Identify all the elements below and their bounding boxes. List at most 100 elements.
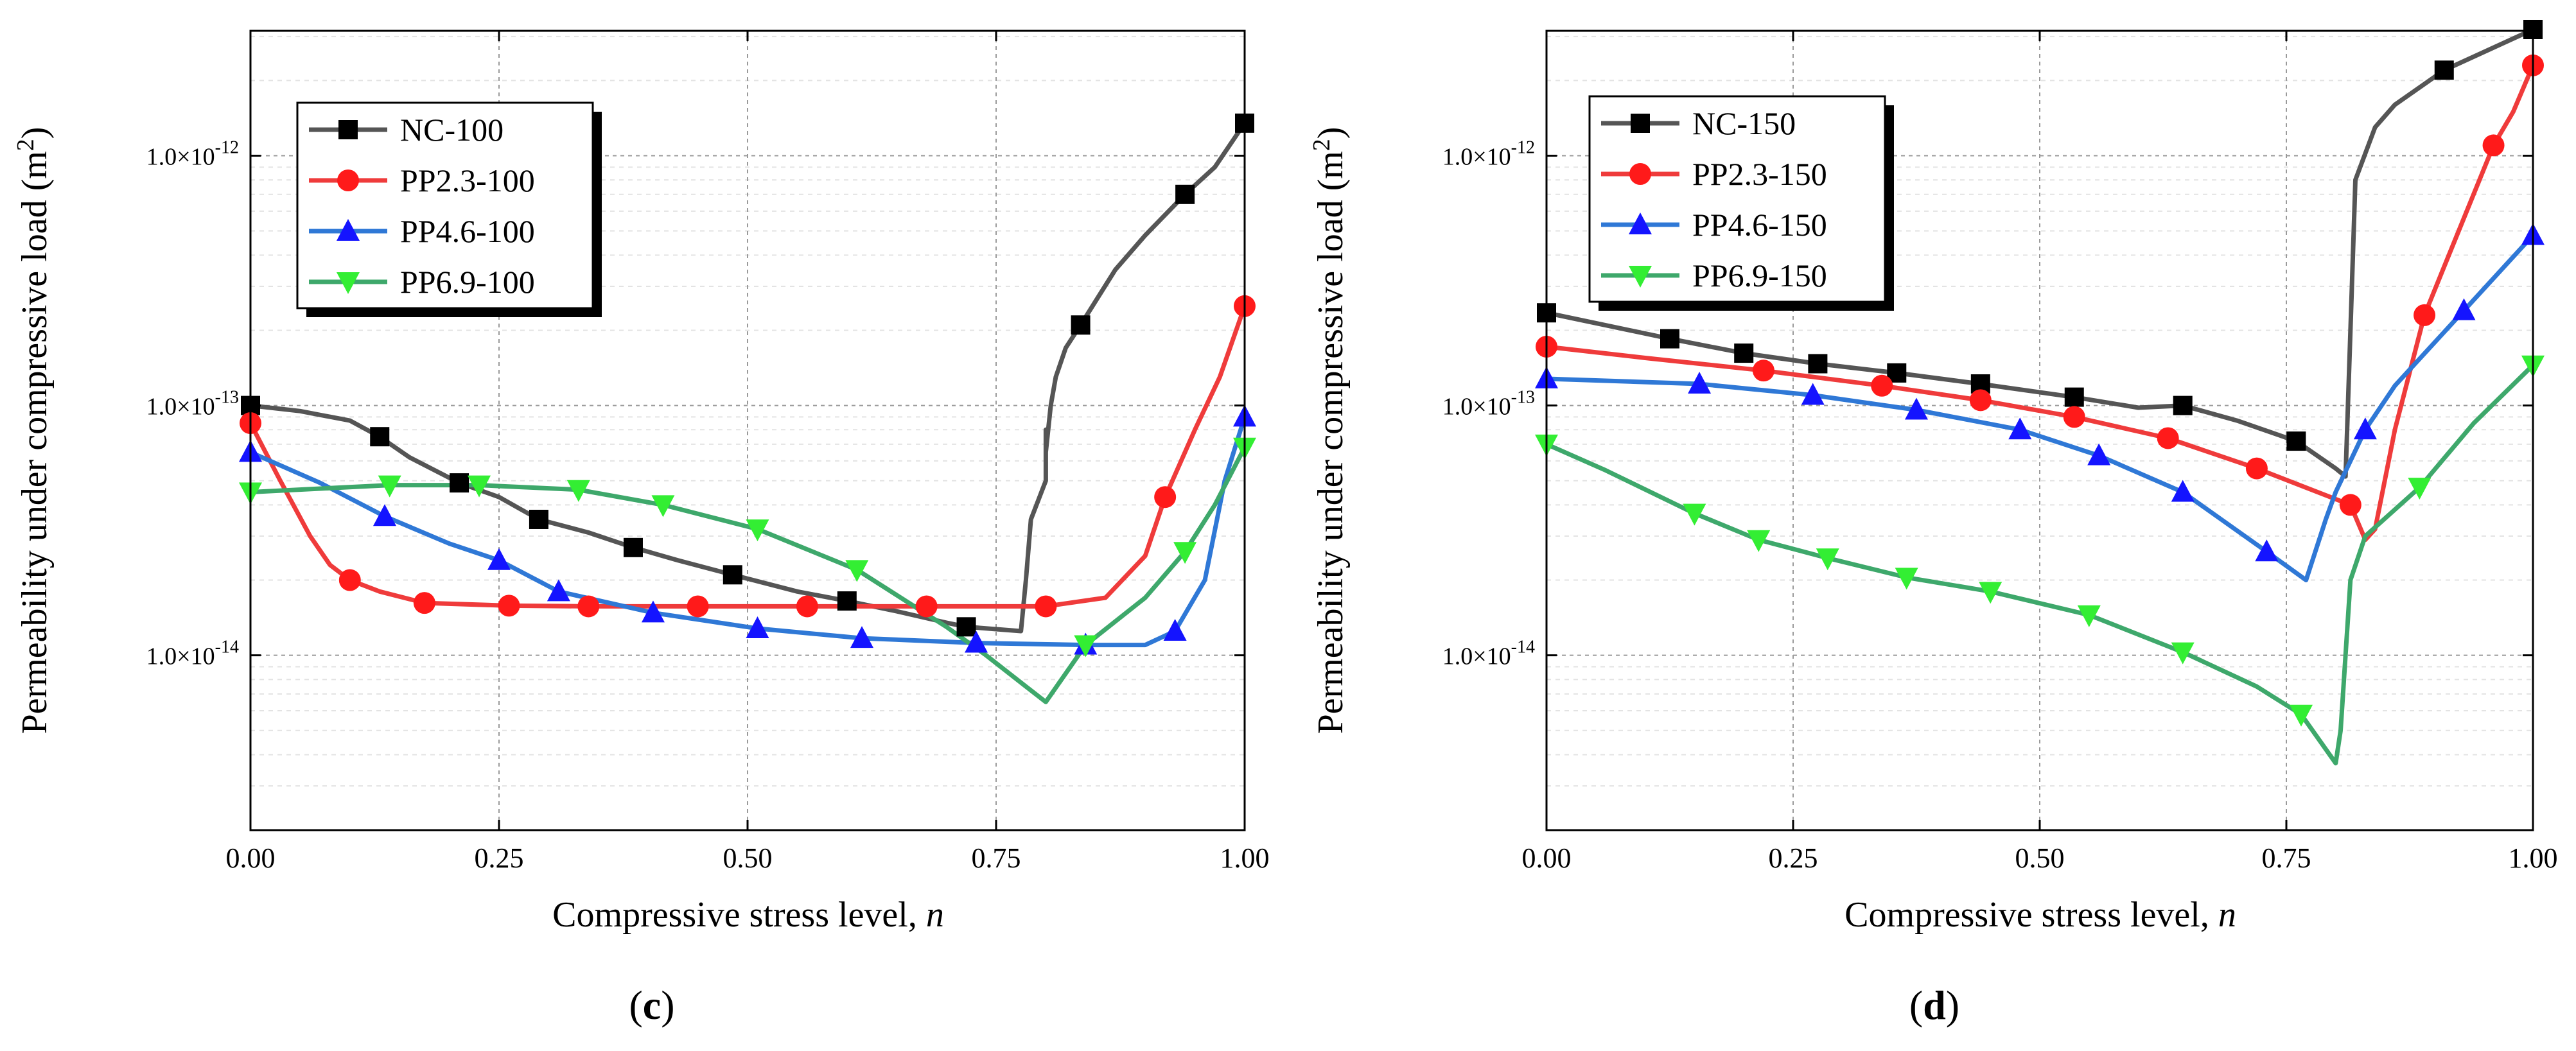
y-tick-label: 1.0×10-13 [1442, 388, 1535, 421]
data-point-PP4.6-100 [547, 579, 570, 602]
legend-marker [1631, 114, 1650, 133]
data-point-PP2.3-150 [2339, 494, 2361, 516]
x-tick-label: 0.75 [2262, 842, 2311, 874]
panel-label-close: ) [1946, 982, 1959, 1028]
data-point-PP6.9-100 [378, 475, 401, 498]
legend-marker [1629, 213, 1652, 234]
legend: NC-150 PP2.3-150 PP4.6-150 PP6.9-150 [1588, 95, 1894, 311]
x-axis-label: Compressive stress level, n [1844, 895, 2236, 935]
data-point-PP2.3-150 [1752, 360, 1774, 382]
panel-label-open: ( [1909, 982, 1923, 1028]
data-point-NC-100 [1175, 184, 1195, 204]
x-tick-label: 0.00 [226, 842, 276, 874]
data-point-PP4.6-150 [2087, 443, 2111, 465]
data-point-NC-100 [370, 427, 390, 447]
chart-panel-c: 0.00 0.25 0.50 0.75 1.001.0×10-141.0×10-131.… [12, 30, 1270, 1028]
legend-label: NC-150 [1692, 105, 1796, 141]
legend-label: PP4.6-150 [1692, 207, 1827, 243]
data-point-NC-100 [450, 473, 469, 493]
legend-label: PP4.6-100 [400, 213, 535, 249]
x-tick-label: 0.75 [972, 842, 1021, 874]
y-tick-mantissa: 1.0×10 [1442, 643, 1511, 670]
data-point-PP6.9-100 [845, 560, 869, 582]
x-tick-label: 0.25 [1769, 842, 1818, 874]
legend-marker [1629, 163, 1651, 185]
data-point-PP4.6-100 [641, 600, 665, 623]
y-axis-label-text: Permeability under compressive load (m [1311, 151, 1351, 734]
panel-label-close: ) [661, 982, 674, 1028]
x-axis-label-text: Compressive stress level, [1844, 895, 2218, 935]
data-point-PP6.9-100 [468, 475, 491, 498]
y-axis-label-superscript: 2 [1308, 139, 1335, 151]
data-point-PP6.9-100 [1173, 542, 1197, 564]
data-point-PP4.6-100 [965, 630, 988, 653]
data-point-PP6.9-100 [746, 519, 769, 542]
y-tick-label: 1.0×10-14 [1442, 638, 1535, 670]
y-tick-exponent: -12 [215, 138, 239, 158]
y-tick-mantissa: 1.0×10 [146, 643, 215, 670]
data-point-PP2.3-100 [338, 569, 361, 591]
x-tick-label: 1.00 [1220, 842, 1270, 874]
data-point-PP2.3-150 [1969, 389, 1992, 412]
data-point-PP6.9-150 [2408, 478, 2431, 500]
data-point-PP2.3-150 [2414, 304, 2436, 326]
data-point-PP4.6-150 [1801, 383, 1825, 405]
data-point-PP2.3-150 [2482, 134, 2505, 157]
y-axis-label-superscript: 2 [12, 139, 39, 151]
y-axis-label-text: Permeability under compressive load (m [15, 151, 55, 734]
x-tick-label: 0.50 [2015, 842, 2065, 874]
data-point-PP4.6-150 [2171, 480, 2195, 502]
data-point-PP2.3-150 [2245, 457, 2268, 480]
legend-label: PP6.9-100 [400, 264, 535, 300]
panel-label-letter: d [1923, 982, 1946, 1028]
legend-label: PP2.3-100 [400, 162, 535, 198]
data-point-NC-100 [1071, 315, 1091, 335]
data-point-NC-100 [623, 537, 643, 557]
data-point-PP4.6-100 [487, 548, 511, 570]
series-line-PP6.9-150 [1546, 363, 2533, 766]
x-tick-label: 0.25 [475, 842, 524, 874]
legend-label: PP6.9-150 [1692, 257, 1827, 293]
data-point-PP6.9-150 [1747, 530, 1771, 552]
data-point-NC-150 [1660, 329, 1679, 349]
series-markers [239, 113, 1256, 657]
y-axis-label-end: ) [1311, 127, 1351, 139]
y-tick-mantissa: 1.0×10 [1442, 144, 1511, 171]
data-point-PP2.3-100 [577, 595, 600, 618]
data-point-PP6.9-150 [2171, 642, 2195, 664]
data-point-PP2.3-100 [687, 595, 709, 618]
x-tick-label: 0.00 [1522, 842, 1572, 874]
data-point-NC-150 [1734, 343, 1754, 363]
legend: NC-100 PP2.3-100 PP4.6-100 PP6.9-100 [296, 101, 602, 317]
data-point-NC-150 [2064, 387, 2084, 407]
grid [250, 31, 1245, 831]
series-line-PP4.6-100 [250, 416, 1245, 648]
y-tick-mantissa: 1.0×10 [146, 394, 215, 421]
y-tick-mantissa: 1.0×10 [1442, 394, 1511, 421]
legend-marker [1629, 266, 1652, 288]
y-tick-exponent: -12 [1511, 138, 1535, 158]
data-point-PP2.3-100 [915, 595, 938, 618]
panel-label-letter: c [643, 982, 661, 1028]
legend-marker [338, 120, 358, 139]
legend-marker [337, 169, 359, 191]
data-point-PP6.9-150 [1683, 503, 1706, 526]
x-axis-label: Compressive stress level, n [552, 895, 944, 935]
data-point-PP4.6-150 [2008, 417, 2032, 440]
x-axis-label-variable: n [926, 895, 944, 935]
panel-label: (d) [1909, 982, 1959, 1028]
data-point-PP6.9-150 [1979, 582, 2002, 604]
data-point-PP2.3-150 [2157, 427, 2179, 449]
data-point-PP2.3-150 [1871, 374, 1893, 397]
data-point-NC-100 [956, 617, 976, 637]
y-tick-label: 1.0×10-12 [146, 138, 239, 171]
grid [1546, 31, 2533, 831]
y-axis-label-end: ) [15, 127, 55, 139]
data-point-PP2.3-150 [2063, 406, 2085, 428]
data-point-NC-100 [529, 509, 548, 529]
data-point-PP6.9-100 [651, 495, 675, 517]
y-tick-label: 1.0×10-12 [1442, 138, 1535, 171]
data-point-NC-100 [723, 565, 742, 585]
legend-marker [337, 272, 360, 294]
